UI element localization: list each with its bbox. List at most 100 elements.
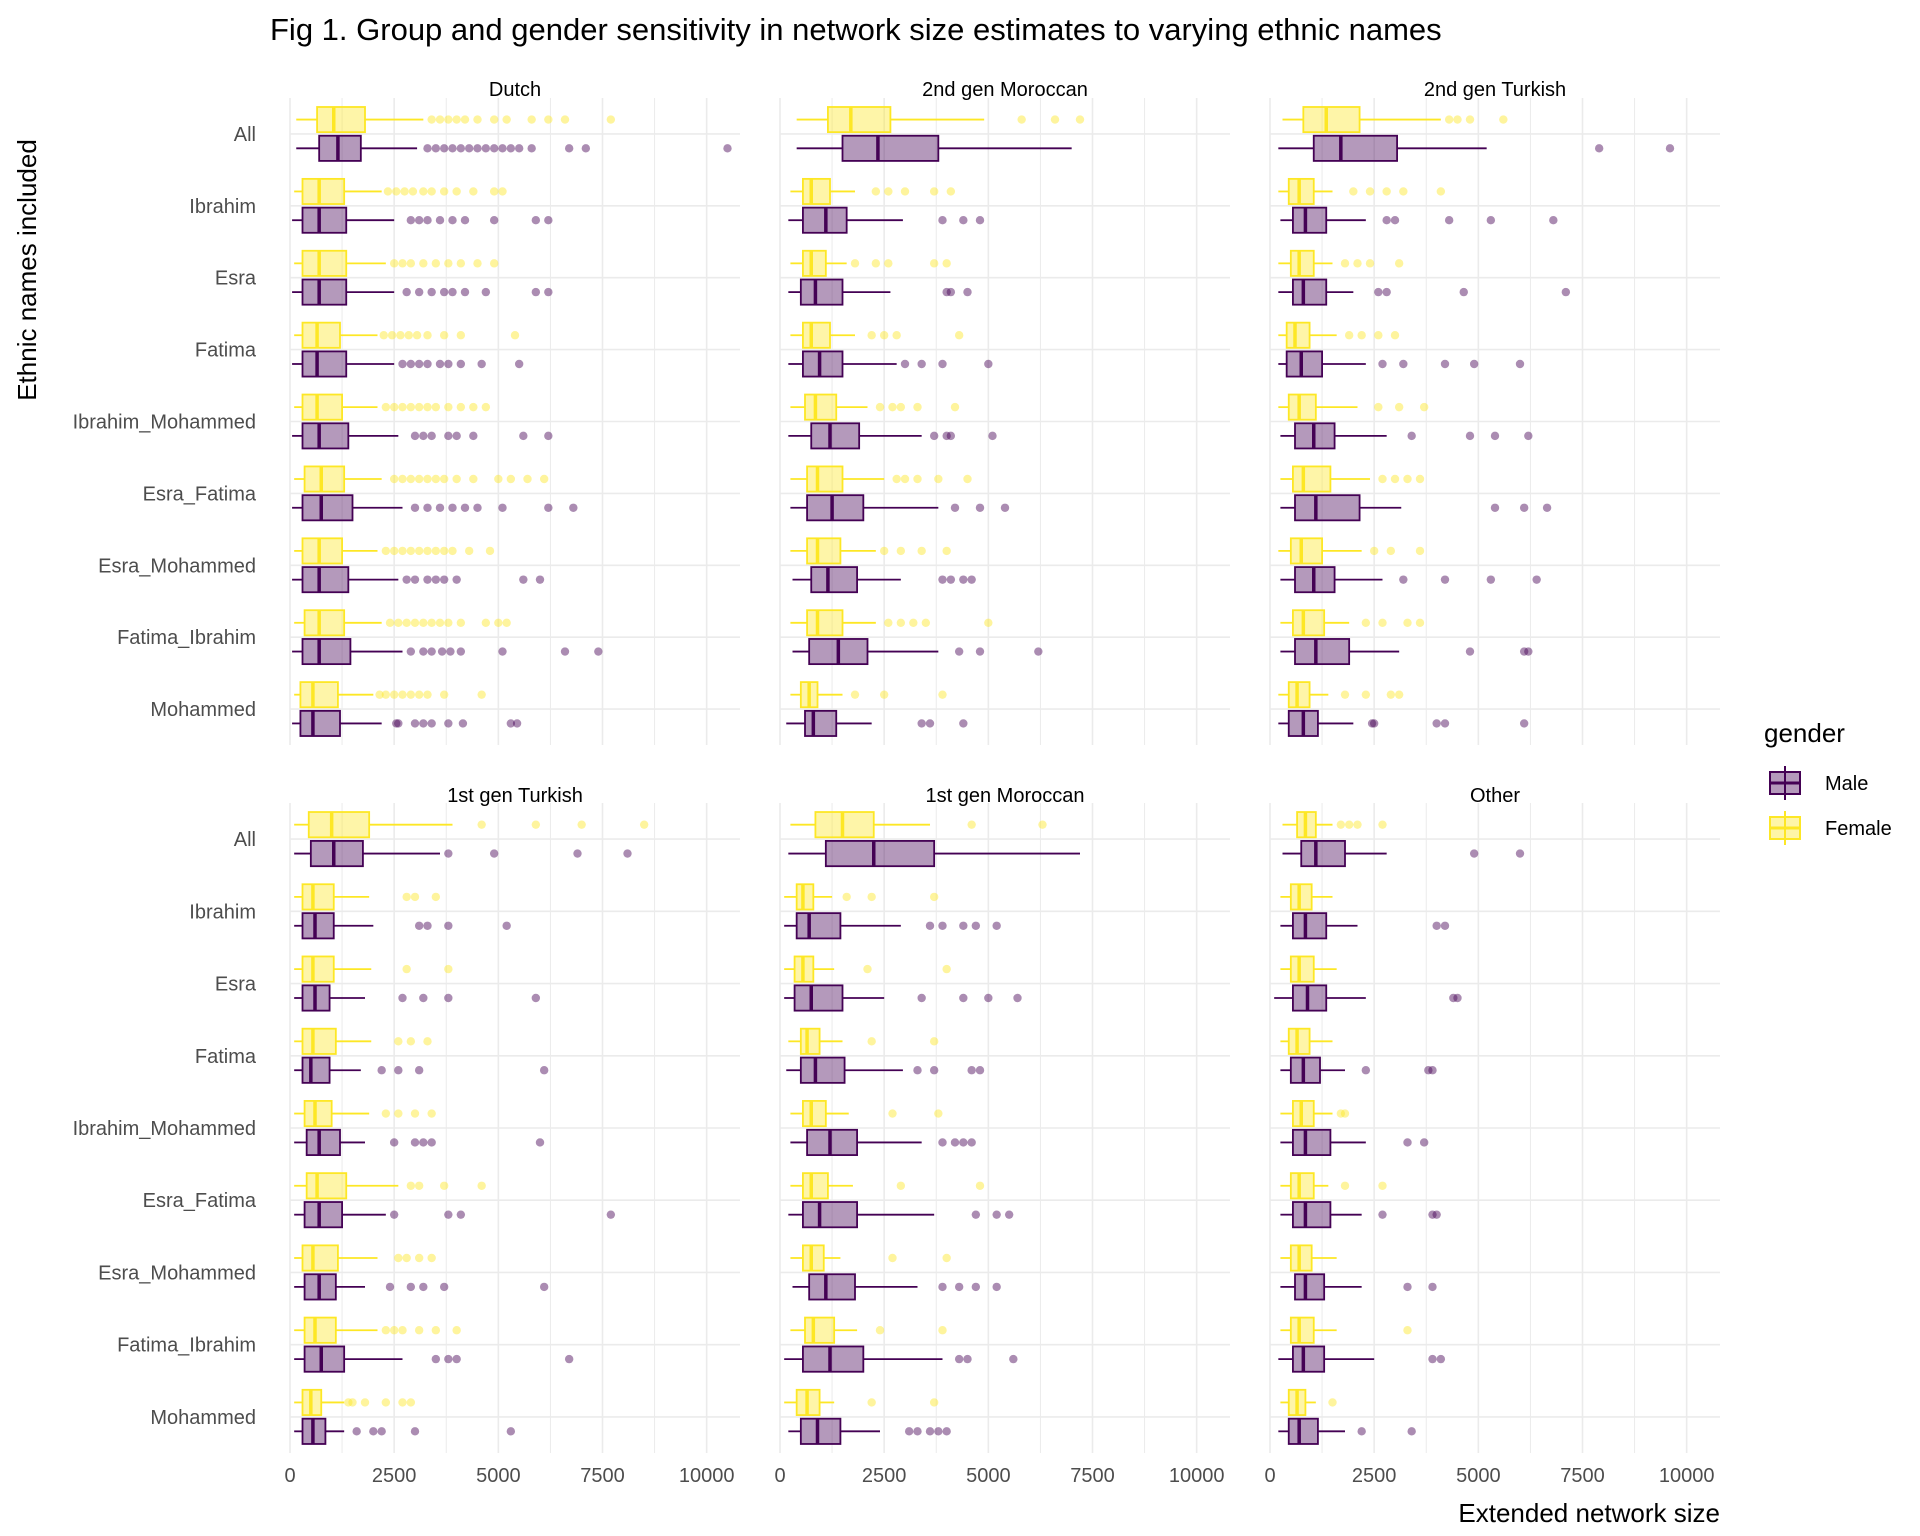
box	[1292, 206, 1328, 234]
outlier-point	[460, 216, 470, 225]
outlier-point	[398, 690, 407, 699]
outlier-point	[400, 187, 409, 196]
boxplot-female	[1280, 1316, 1412, 1344]
outlier-point	[1440, 359, 1450, 369]
box	[301, 883, 335, 911]
outlier-point	[1367, 719, 1377, 728]
outlier-point	[394, 719, 403, 728]
box	[804, 393, 838, 421]
outlier-point	[412, 331, 422, 340]
panel-strip-title: 2nd gen Moroccan	[922, 79, 1088, 101]
x-tick-label: 10000	[1659, 1465, 1715, 1487]
outlier-point	[539, 1282, 549, 1292]
outlier-point	[1524, 431, 1533, 441]
boxplot-male	[788, 1201, 1014, 1229]
outlier-point	[1075, 115, 1085, 124]
box	[301, 422, 350, 450]
y-tick-label: Mohammed	[150, 1407, 256, 1429]
outlier-point	[494, 618, 503, 627]
box	[1292, 278, 1328, 306]
box	[806, 465, 844, 493]
box	[1287, 393, 1317, 421]
y-tick-label: Fatima	[195, 340, 257, 362]
outlier-point	[1038, 820, 1047, 829]
box	[1292, 1100, 1315, 1128]
outlier-point	[381, 1109, 391, 1118]
outlier-point	[458, 719, 468, 728]
outlier-point	[879, 546, 889, 556]
boxplot-female	[790, 609, 993, 637]
outlier-point	[414, 690, 424, 699]
outlier-point	[444, 618, 453, 627]
box	[301, 1056, 331, 1084]
outlier-point	[539, 1066, 549, 1075]
outlier-point	[410, 575, 420, 584]
boxplot-female	[294, 811, 649, 839]
outlier-point	[971, 1210, 981, 1219]
boxplot-male	[1280, 1056, 1437, 1084]
outlier-point	[544, 216, 553, 225]
outlier-point	[577, 820, 586, 829]
outlier-point	[481, 144, 491, 153]
boxplot-male	[1280, 638, 1533, 666]
boxplot-female	[790, 1316, 947, 1344]
outlier-point	[988, 431, 997, 441]
outlier-point	[1444, 115, 1454, 124]
outlier-point	[867, 892, 876, 902]
outlier-point	[512, 719, 522, 728]
outlier-point	[1374, 331, 1383, 340]
outlier-point	[398, 1326, 407, 1335]
outlier-point	[1386, 546, 1396, 556]
outlier-point	[427, 1253, 436, 1263]
outlier-point	[934, 474, 943, 484]
x-tick-label: 10000	[679, 1465, 735, 1487]
outlier-point	[431, 575, 441, 584]
boxplot-female	[790, 393, 960, 421]
outlier-point	[938, 216, 947, 225]
boxplot-male	[1280, 422, 1533, 450]
box	[810, 566, 858, 594]
boxplot-male	[792, 566, 976, 594]
outlier-point	[959, 575, 968, 584]
boxplot-male	[294, 984, 541, 1012]
boxplot-female	[1280, 883, 1333, 911]
box	[1292, 1201, 1332, 1229]
outlier-point	[992, 921, 1001, 930]
outlier-point	[414, 474, 424, 484]
outlier-point	[398, 359, 407, 369]
outlier-point	[934, 1109, 943, 1118]
outlier-point	[884, 187, 893, 196]
outlier-point	[381, 402, 391, 412]
boxplot-female	[1280, 1100, 1350, 1128]
boxplot-male	[1278, 709, 1529, 737]
outlier-point	[975, 503, 985, 512]
outlier-point	[531, 216, 541, 225]
outlier-point	[410, 1427, 420, 1436]
box	[810, 422, 861, 450]
outlier-point	[489, 115, 499, 124]
box	[299, 681, 339, 709]
outlier-point	[527, 144, 536, 153]
box	[1294, 638, 1351, 666]
outlier-point	[394, 1253, 403, 1263]
box	[802, 177, 831, 205]
outlier-point	[850, 690, 860, 699]
outlier-point	[1374, 287, 1383, 297]
outlier-point	[469, 402, 478, 412]
box	[301, 955, 335, 983]
y-tick-label: Esra_Mohammed	[98, 1262, 256, 1284]
outlier-point	[414, 402, 424, 412]
box	[301, 393, 343, 421]
outlier-point	[452, 115, 461, 124]
box	[1289, 955, 1315, 983]
outlier-point	[929, 431, 939, 441]
box	[1292, 609, 1326, 637]
outlier-point	[481, 287, 491, 297]
outlier-point	[1344, 820, 1354, 829]
outlier-point	[423, 546, 432, 556]
y-tick-label: Esra_Mohammed	[98, 555, 256, 577]
box	[301, 321, 341, 349]
outlier-point	[954, 647, 964, 656]
boxplot-female	[294, 1244, 436, 1272]
boxplot-female	[790, 249, 951, 277]
